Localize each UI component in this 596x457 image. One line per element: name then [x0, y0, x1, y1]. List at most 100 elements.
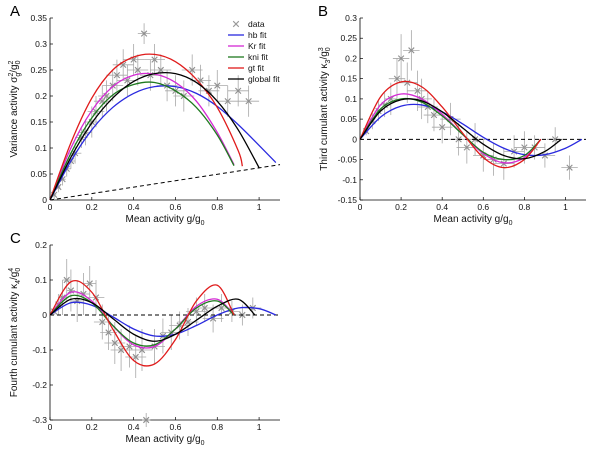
data-point [132, 353, 139, 361]
y-tick-label: 0.15 [30, 117, 47, 127]
y-tick-label: -0.1 [342, 175, 357, 185]
y-tick-label: 0.2 [35, 240, 47, 250]
data-point [430, 111, 438, 119]
data-point [397, 55, 405, 62]
x-tick-label: 1 [257, 422, 262, 432]
data-point [245, 98, 252, 105]
data-point [500, 160, 508, 167]
data-point [201, 304, 208, 312]
y-tick-label: 0.25 [30, 65, 47, 75]
fit-curve-hb-fit [49, 301, 277, 337]
y-tick-label: 0.1 [35, 143, 47, 153]
data-point [111, 339, 119, 347]
data-point [408, 47, 415, 54]
data-point [214, 82, 221, 89]
data-point [414, 87, 421, 94]
legend-label: global fit [248, 74, 280, 84]
x-tick-label: 0.6 [170, 202, 182, 212]
fit-curve-gt-fit [49, 53, 243, 201]
y-tick-label: 0 [352, 134, 357, 144]
x-axis-label: Mean activity g/g0 [126, 434, 205, 447]
fit-curve-kni-fit [359, 97, 542, 161]
data-point [99, 318, 106, 326]
x-axis-label: Mean activity g/g0 [126, 214, 205, 227]
data-point [224, 98, 231, 105]
fit-curve-kr-fit [49, 291, 235, 349]
x-tick-label: 0 [48, 422, 53, 432]
y-tick-label: -0.15 [338, 195, 358, 205]
y-tick-label: -0.05 [338, 155, 358, 165]
panel-b: B 0 0.2 0.4 0.6 0.8 1 -0.15 -0.1 -0.05 0 0.05 0.1 0.1… [318, 3, 586, 227]
data-point [157, 66, 165, 74]
reference-dashed-line [49, 164, 281, 201]
y-tick-label: 0.1 [345, 94, 357, 104]
fit-curve-global-fit [49, 71, 260, 201]
legend-label: data [248, 19, 265, 29]
x-tick-label: 0.4 [436, 202, 448, 212]
panel-letter: A [10, 3, 20, 20]
x-tick-label: 0.8 [211, 422, 223, 432]
data-point [188, 66, 196, 74]
legend-label: kni fit [248, 52, 268, 62]
legend-label: Kr fit [248, 41, 266, 51]
data-point [234, 87, 242, 94]
data-point [151, 56, 158, 63]
x-tick-label: 1 [257, 202, 262, 212]
legend-marker [232, 20, 240, 28]
x-axis-label: Mean activity g/g0 [434, 214, 513, 227]
data-point [140, 30, 148, 37]
panel-letter: B [318, 3, 328, 20]
x-tick-label: 0.2 [395, 202, 407, 212]
fit-curve-global-fit [49, 297, 256, 342]
data-point [218, 304, 225, 312]
fit-curve-kr-fit [49, 72, 235, 201]
data-point [393, 75, 401, 82]
y-tick-label: 0 [42, 310, 47, 320]
x-tick-label: 0 [358, 202, 363, 212]
data-point [86, 280, 93, 287]
fit-curve-kni-fit [49, 294, 235, 347]
x-tick-label: 0.4 [128, 422, 140, 432]
data-point [438, 124, 446, 131]
data-point [551, 136, 559, 143]
y-tick-label: 0.05 [30, 169, 47, 179]
x-tick-label: 0.2 [86, 422, 98, 432]
legend-label: hb fit [248, 30, 267, 40]
y-axis-label: Third cumulant activity κ3/g03 [318, 47, 332, 171]
y-tick-label: 0.2 [35, 91, 47, 101]
data-point [113, 72, 121, 79]
data-point [134, 66, 142, 74]
data-point [117, 346, 125, 354]
data-point [541, 152, 549, 159]
x-tick-label: 1 [563, 202, 568, 212]
y-axis-label: Variance activity σ2g/g02 [8, 60, 22, 157]
y-tick-label: -0.1 [32, 345, 47, 355]
x-tick-label: 0.8 [518, 202, 530, 212]
y-tick-label: -0.3 [32, 415, 47, 425]
y-tick-label: 0.25 [340, 33, 357, 43]
panel-letter: C [10, 230, 21, 247]
x-tick-label: 0.6 [170, 422, 182, 432]
y-tick-label: 0.3 [345, 13, 357, 23]
y-tick-label: 0.3 [35, 39, 47, 49]
x-tick-label: 0.4 [128, 202, 140, 212]
panel-c: C 0 0.2 0.4 0.6 0.8 1 -0.3 -0.2 -0.1 0 0.1 0.2 Mean a… [8, 230, 280, 447]
x-tick-label: 0.2 [86, 202, 98, 212]
data-point [63, 276, 70, 284]
y-tick-label: 0.35 [30, 13, 47, 23]
y-tick-label: 0.2 [345, 53, 357, 63]
x-tick-label: 0.6 [477, 202, 489, 212]
y-axis-label: Fourth cumulant activity κ4/g04 [8, 268, 22, 398]
fit-curve-kni-fit [49, 81, 235, 201]
data-point [424, 103, 431, 111]
y-tick-label: 0.05 [340, 114, 357, 124]
fit-curve-hb-fit [359, 103, 583, 157]
data-point [126, 343, 133, 350]
x-tick-label: 0 [48, 202, 53, 212]
legend-label: gt fit [248, 63, 265, 73]
data-point [142, 416, 150, 424]
y-tick-label: -0.2 [32, 380, 47, 390]
data-point [105, 329, 112, 336]
